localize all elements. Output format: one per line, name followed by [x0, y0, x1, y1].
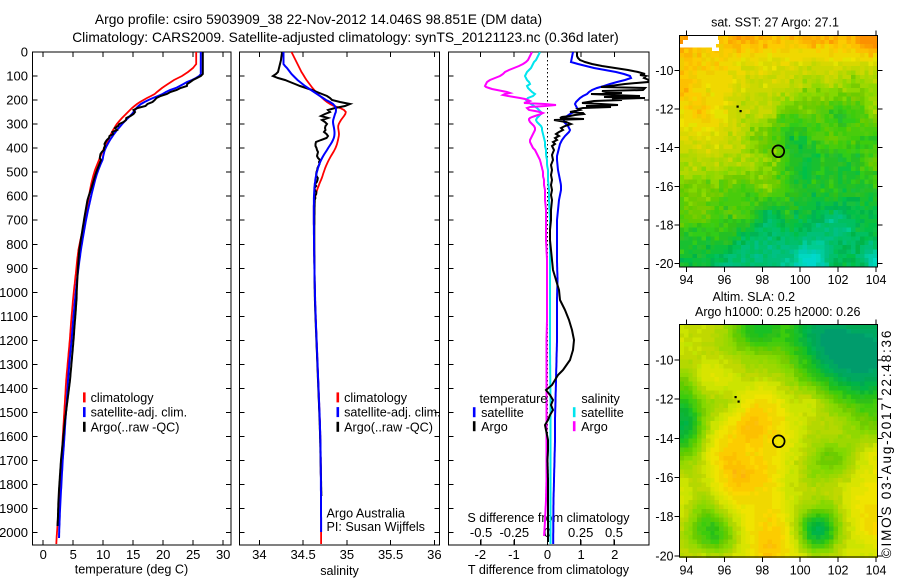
svg-text:-16: -16 [655, 180, 673, 194]
svg-text:0.25: 0.25 [568, 525, 593, 540]
svg-text:-16: -16 [655, 471, 673, 485]
svg-text:satellite-adj. clim.: satellite-adj. clim. [344, 406, 441, 420]
svg-text:1200: 1200 [0, 333, 28, 348]
svg-text:temperature (deg C): temperature (deg C) [75, 562, 188, 576]
svg-text:1: 1 [577, 547, 584, 562]
svg-text:96: 96 [717, 273, 731, 287]
svg-text:-10: -10 [655, 353, 673, 367]
svg-text:climatology: climatology [91, 391, 155, 405]
svg-text:10: 10 [96, 547, 110, 562]
svg-text:1800: 1800 [0, 477, 28, 492]
svg-text:Altim. SLA: 0.2: Altim. SLA: 0.2 [712, 290, 795, 304]
svg-text:94: 94 [680, 273, 694, 287]
svg-text:900: 900 [6, 261, 28, 276]
svg-text:35.5: 35.5 [378, 547, 403, 562]
svg-text:T difference from climatology: T difference from climatology [468, 563, 630, 577]
svg-text:satellite-adj. clim.: satellite-adj. clim. [91, 406, 188, 420]
svg-text:Argo: Argo [481, 420, 508, 434]
svg-text:©IMOS 03-Aug-2017 22:48:36: ©IMOS 03-Aug-2017 22:48:36 [879, 329, 894, 558]
svg-text:salinity: salinity [320, 564, 359, 578]
svg-text:1500: 1500 [0, 405, 28, 420]
svg-text:1400: 1400 [0, 381, 28, 396]
svg-text:1100: 1100 [0, 309, 28, 324]
svg-text:1000: 1000 [0, 285, 28, 300]
svg-text:5: 5 [70, 547, 77, 562]
svg-text:PI: Susan Wijffels: PI: Susan Wijffels [327, 520, 425, 534]
svg-text:-12: -12 [655, 393, 673, 407]
svg-text:-18: -18 [655, 510, 673, 524]
svg-text:0: 0 [40, 547, 47, 562]
svg-text:96: 96 [717, 564, 731, 578]
svg-text:Argo profile: csiro 5903909_38: Argo profile: csiro 5903909_38 22-Nov-20… [95, 12, 542, 27]
svg-text:35: 35 [340, 547, 354, 562]
svg-text:-1: -1 [508, 547, 520, 562]
svg-text:94: 94 [680, 564, 694, 578]
svg-text:98: 98 [755, 564, 769, 578]
svg-text:sat. SST: 27 Argo: 27.1: sat. SST: 27 Argo: 27.1 [711, 15, 839, 29]
svg-text:Argo(..raw -QC): Argo(..raw -QC) [91, 420, 180, 434]
svg-text:temperature: temperature [479, 392, 547, 406]
svg-text:700: 700 [6, 213, 28, 228]
svg-text:-0.25: -0.25 [499, 525, 529, 540]
svg-text:1600: 1600 [0, 429, 28, 444]
svg-text:200: 200 [6, 93, 28, 108]
svg-text:-14: -14 [655, 141, 673, 155]
svg-text:100: 100 [790, 564, 811, 578]
svg-text:2000: 2000 [0, 525, 28, 540]
svg-text:2: 2 [611, 547, 618, 562]
svg-text:600: 600 [6, 189, 28, 204]
svg-text:400: 400 [6, 141, 28, 156]
svg-text:102: 102 [828, 564, 849, 578]
svg-text:-18: -18 [655, 219, 673, 233]
svg-text:800: 800 [6, 237, 28, 252]
svg-text:Argo(..raw -QC): Argo(..raw -QC) [344, 420, 433, 434]
svg-text:102: 102 [828, 273, 849, 287]
svg-text:1300: 1300 [0, 357, 28, 372]
svg-text:-14: -14 [655, 432, 673, 446]
svg-text:104: 104 [866, 273, 887, 287]
svg-text:100: 100 [790, 273, 811, 287]
svg-text:Argo: Argo [581, 420, 608, 434]
svg-text:20: 20 [156, 547, 170, 562]
svg-text:34: 34 [252, 547, 266, 562]
svg-text:0: 0 [21, 45, 28, 60]
svg-text:500: 500 [6, 165, 28, 180]
svg-text:-2: -2 [475, 547, 487, 562]
svg-text:98: 98 [755, 273, 769, 287]
svg-text:Argo h1000: 0.25 h2000: 0.26: Argo h1000: 0.25 h2000: 0.26 [695, 305, 860, 319]
svg-text:climatology: climatology [344, 391, 408, 405]
svg-text:0: 0 [544, 547, 551, 562]
svg-text:34.5: 34.5 [290, 547, 315, 562]
svg-text:-12: -12 [655, 103, 673, 117]
svg-text:Climatology: CARS2009. Satelli: Climatology: CARS2009. Satellite-adjuste… [72, 30, 619, 45]
svg-text:salinity: salinity [581, 392, 620, 406]
svg-text:satellite: satellite [581, 406, 624, 420]
svg-text:100: 100 [6, 69, 28, 84]
svg-text:satellite: satellite [481, 406, 524, 420]
svg-text:300: 300 [6, 117, 28, 132]
svg-text:-10: -10 [655, 64, 673, 78]
svg-text:Argo Australia: Argo Australia [327, 507, 405, 521]
svg-text:1700: 1700 [0, 453, 28, 468]
svg-text:30: 30 [216, 547, 230, 562]
svg-text:-0.5: -0.5 [470, 525, 492, 540]
svg-text:1900: 1900 [0, 501, 28, 516]
svg-text:25: 25 [186, 547, 200, 562]
svg-text:0.5: 0.5 [605, 525, 623, 540]
svg-text:-20: -20 [655, 257, 673, 271]
svg-text:36: 36 [427, 547, 441, 562]
svg-text:15: 15 [126, 547, 140, 562]
svg-text:-20: -20 [655, 549, 673, 563]
svg-text:104: 104 [866, 564, 887, 578]
